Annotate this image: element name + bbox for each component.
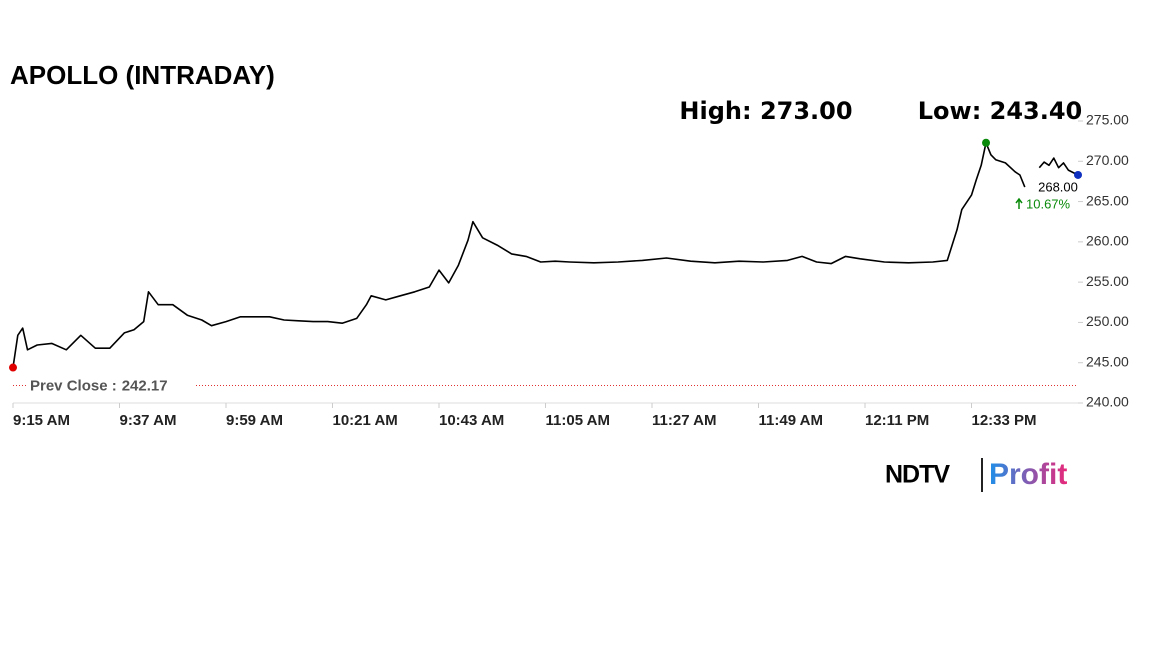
plot-area: 240.00 245.00 250.00 255.00 260.00 265.00 270.… [9,112,1129,429]
first-marker [9,363,17,372]
y-tick-label: 250.00 [1086,313,1129,329]
logo-product: Profit [989,458,1067,491]
x-tick-label: 11:05 AM [546,412,610,429]
up-arrow [1015,197,1023,209]
reference-label-bg [26,375,196,396]
x-tick-label: 12:11 PM [865,412,929,429]
reference-label: Prev Close : 242.17 [30,377,168,394]
y-tick-label: 240.00 [1086,394,1129,410]
reference-label-text: Prev Close : [30,377,117,394]
last-marker [1074,170,1082,179]
x-tick-label: 12:33 PM [972,412,1037,429]
reference-value: 242.17 [122,377,168,394]
x-tick-label: 11:27 AM [652,412,716,429]
y-tick-label: 275.00 [1086,112,1129,128]
logo-brand: NDTV [885,461,950,489]
y-tick-label: 265.00 [1086,192,1129,208]
price-line [12,142,1079,368]
y-tick-label: 255.00 [1086,273,1129,289]
y-tick-label: 270.00 [1086,152,1129,168]
x-tick-label: 10:43 AM [439,412,504,429]
low-annotation: Low: 243.40 [918,97,1083,125]
change-label: 10.67% [1026,196,1071,211]
last-price: 268.00 [1038,179,1078,194]
x-tick-label: 10:21 AM [333,412,398,429]
high-annotation: High: 273.00 [679,97,852,125]
x-tick-label: 9:59 AM [226,412,283,429]
high-marker [982,138,991,147]
chart-title: APOLLO (INTRADAY) [10,60,275,90]
y-tick-label: 245.00 [1086,353,1129,369]
x-tick-label: 9:15 AM [13,412,70,429]
x-tick-label: 9:37 AM [120,412,177,429]
y-tick-label: 260.00 [1086,233,1129,249]
x-tick-label: 11:49 AM [759,412,823,429]
